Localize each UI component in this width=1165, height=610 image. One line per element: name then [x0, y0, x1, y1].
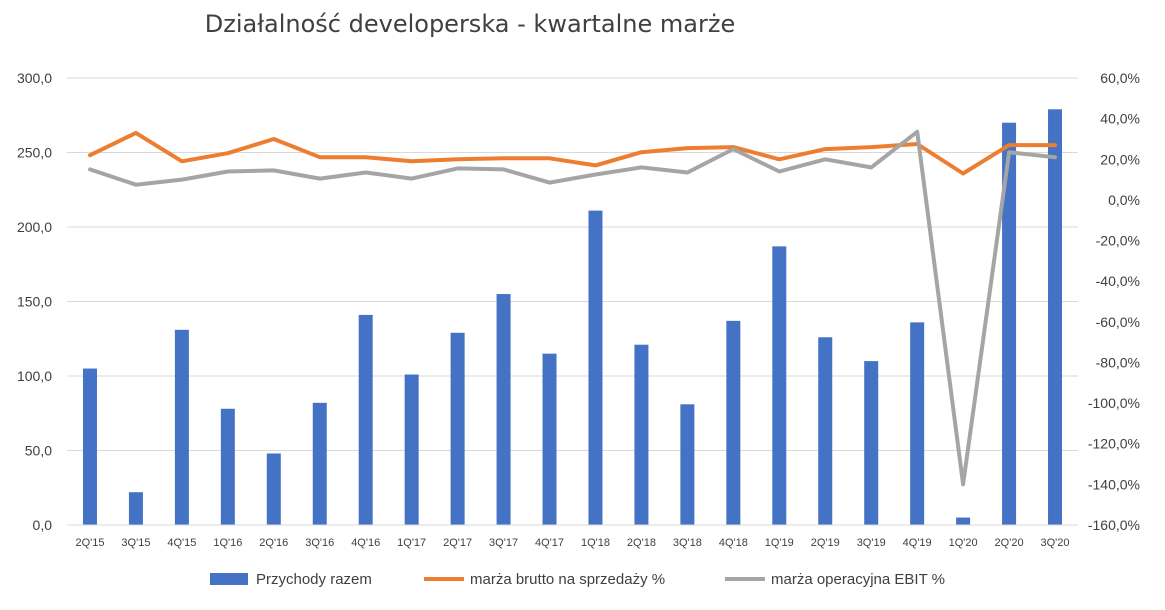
- legend-item: marża brutto na sprzedaży %: [424, 571, 665, 588]
- bar-3Q'19: [864, 361, 879, 525]
- category-label: 4Q'15: [167, 537, 196, 549]
- category-label: 2Q'19: [811, 537, 840, 549]
- right-tick-label: -120,0%: [1088, 436, 1140, 452]
- category-label: 4Q'19: [903, 537, 932, 549]
- category-axis: 2Q'15 3Q'15 4Q'15 1Q'16 2Q'16 3Q'16 4Q'16 1Q'17…: [67, 524, 1078, 549]
- bar-1Q'18: [588, 210, 603, 526]
- left-tick-label: 150,0: [17, 294, 52, 310]
- category-label: 2Q'16: [259, 537, 288, 549]
- legend-item: marża operacyjna EBIT %: [725, 571, 945, 588]
- bar-1Q'16: [220, 408, 235, 525]
- right-tick-label: -20,0%: [1096, 233, 1140, 249]
- legend-label: Przychody razem: [256, 571, 372, 588]
- bar-3Q'20: [1048, 109, 1063, 525]
- right-tick-label: 60,0%: [1100, 70, 1140, 86]
- bar-2Q'15: [82, 368, 97, 525]
- right-tick-label: 0,0%: [1108, 192, 1140, 208]
- category-label: 4Q'18: [719, 537, 748, 549]
- category-label: 3Q'16: [305, 537, 334, 549]
- right-tick-label: -80,0%: [1096, 354, 1140, 370]
- category-label: 1Q'19: [765, 537, 794, 549]
- bar-3Q'18: [680, 404, 695, 525]
- right-tick-label: -40,0%: [1096, 273, 1140, 289]
- category-label: 3Q'19: [857, 537, 886, 549]
- category-label: 2Q'15: [75, 537, 104, 549]
- line-series-1: [88, 130, 1057, 176]
- right-tick-label: -140,0%: [1088, 476, 1140, 492]
- right-tick-label: -60,0%: [1096, 314, 1140, 330]
- legend-label: marża brutto na sprzedaży %: [470, 571, 665, 588]
- category-label: 2Q'18: [627, 537, 656, 549]
- bar-4Q'15: [174, 329, 189, 525]
- category-label: 3Q'20: [1041, 537, 1070, 549]
- bar-3Q'15: [128, 492, 143, 525]
- bar-1Q'17: [404, 374, 419, 525]
- category-label: 1Q'16: [213, 537, 242, 549]
- bar-2Q'19: [818, 337, 833, 525]
- category-label: 3Q'15: [121, 537, 150, 549]
- category-label: 1Q'20: [949, 537, 978, 549]
- category-label: 4Q'16: [351, 537, 380, 549]
- bar-4Q'19: [910, 322, 925, 525]
- right-tick-label: 40,0%: [1100, 111, 1140, 127]
- bar-series: [82, 109, 1063, 526]
- bar-4Q'16: [358, 314, 373, 525]
- legend: Przychody razem marża brutto na sprzedaży…: [210, 571, 945, 588]
- left-tick-label: 300,0: [17, 70, 52, 86]
- category-label: 1Q'18: [581, 537, 610, 549]
- bar-3Q'16: [312, 402, 327, 525]
- bar-1Q'20: [956, 517, 971, 525]
- line-series: [88, 129, 1057, 487]
- right-axis: -160,0% -140,0% -120,0% -100,0% -80,0% -60,0%…: [1088, 70, 1140, 533]
- left-tick-label: 250,0: [17, 145, 52, 161]
- left-tick-label: 200,0: [17, 219, 52, 235]
- right-tick-label: 20,0%: [1100, 151, 1140, 167]
- bar-2Q'17: [450, 332, 465, 525]
- chart-title: Działalność developerska - kwartalne mar…: [205, 10, 735, 38]
- legend-label: marża operacyjna EBIT %: [771, 571, 945, 588]
- bar-4Q'18: [726, 320, 741, 525]
- category-label: 3Q'17: [489, 537, 518, 549]
- left-tick-label: 100,0: [17, 368, 52, 384]
- legend-swatch: [210, 573, 248, 585]
- category-label: 3Q'18: [673, 537, 702, 549]
- bar-4Q'17: [542, 353, 557, 525]
- legend-item: Przychody razem: [210, 571, 372, 588]
- right-tick-label: -100,0%: [1088, 395, 1140, 411]
- right-tick-label: -160,0%: [1088, 517, 1140, 533]
- category-label: 2Q'20: [995, 537, 1024, 549]
- category-label: 4Q'17: [535, 537, 564, 549]
- category-label: 2Q'17: [443, 537, 472, 549]
- bar-2Q'16: [266, 453, 281, 525]
- bar-1Q'19: [772, 246, 787, 525]
- bar-2Q'18: [634, 344, 649, 525]
- category-label: 1Q'17: [397, 537, 426, 549]
- left-tick-label: 0,0: [33, 517, 53, 533]
- left-tick-label: 50,0: [25, 443, 52, 459]
- bar-3Q'17: [496, 294, 511, 525]
- bar-2Q'20: [1002, 122, 1017, 525]
- line-series-2: [88, 129, 1057, 487]
- gridlines: [67, 77, 1078, 526]
- left-axis: 0,0 50,0 100,0 150,0 200,0 250,0 300,0: [17, 70, 52, 533]
